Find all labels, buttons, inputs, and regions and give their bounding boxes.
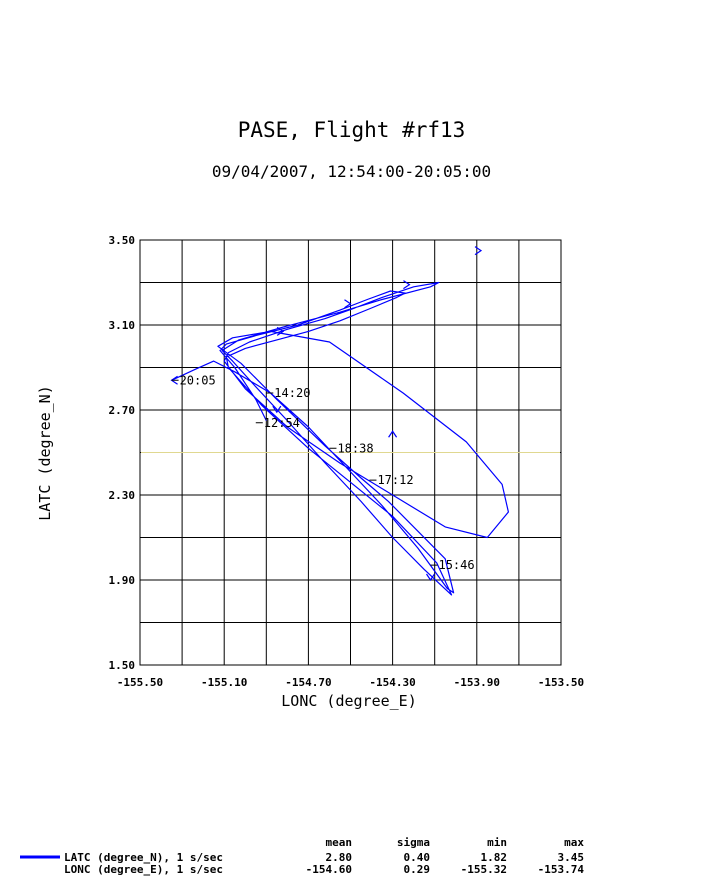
direction-arrow [344,299,352,309]
x-tick-labels: -155.50 -155.10 -154.70 -154.30 -153.90 -153.… [117,676,584,689]
x-tick-label: -153.50 [538,676,584,689]
x-axis-label: LONC (degree_E) [281,692,416,710]
x-tick-label: -153.90 [454,676,500,689]
y-tick-label: 2.70 [109,404,136,417]
track-series [171,281,509,596]
direction-arrow [388,430,398,438]
y-tick-label: 2.30 [109,489,136,502]
stats-min: -155.32 [460,863,507,876]
direction-arrow [425,573,435,582]
stats-header-min: min [487,836,507,849]
y-tick-labels: 1.50 1.90 2.30 2.70 3.10 3.50 [109,234,136,672]
time-annotation: 15:46 [438,558,474,572]
time-annotation: 14:20 [274,386,310,400]
stats-mean: 2.80 [325,851,353,864]
x-tick-label: -154.30 [369,676,415,689]
stats-header-mean: mean [325,836,353,849]
legend-row-label: LONC (degree_E), 1 s/sec [64,863,223,876]
time-annotation: 18:38 [337,441,373,455]
time-annotation: 17:12 [377,473,413,487]
direction-arrow [474,246,483,256]
stats-max: -153.74 [537,863,584,876]
legend-row-label: LATC (degree_N), 1 s/sec [64,851,223,864]
stats-max: 3.45 [557,851,585,864]
y-tick-label: 1.50 [109,659,136,672]
plot-frame [139,239,562,666]
chart-subtitle: 09/04/2007, 12:54:00-20:05:00 [211,162,492,181]
y-axis-label: LATC (degree_N) [36,385,54,520]
x-tick-label: -154.70 [285,676,331,689]
y-tick-label: 3.10 [109,319,136,332]
direction-arrow [276,326,285,336]
y-tick-label: 1.90 [109,574,136,587]
x-tick-label: -155.10 [201,676,247,689]
stats-sigma: 0.40 [403,851,431,864]
x-tick-label: -155.50 [117,676,163,689]
y-tick-label: 3.50 [109,234,136,247]
stats-sigma: 0.29 [403,863,431,876]
track-line [171,281,509,596]
direction-arrow [272,405,282,414]
time-annotation: 20:05 [180,373,216,387]
stats-header-max: max [564,836,584,849]
chart-title: PASE, Flight #rf13 [237,118,466,142]
time-annotations: 20:05 14:20 12:54 18:38 17:12 15:46 [171,373,475,572]
stats-min: 1.82 [480,851,508,864]
stats-mean: -154.60 [305,863,352,876]
direction-arrow [403,280,411,290]
legend-stats: mean sigma min max LATC (degree_N), 1 s/… [0,836,703,880]
stats-header-sigma: sigma [396,836,430,849]
time-annotation: 12:54 [264,416,300,430]
